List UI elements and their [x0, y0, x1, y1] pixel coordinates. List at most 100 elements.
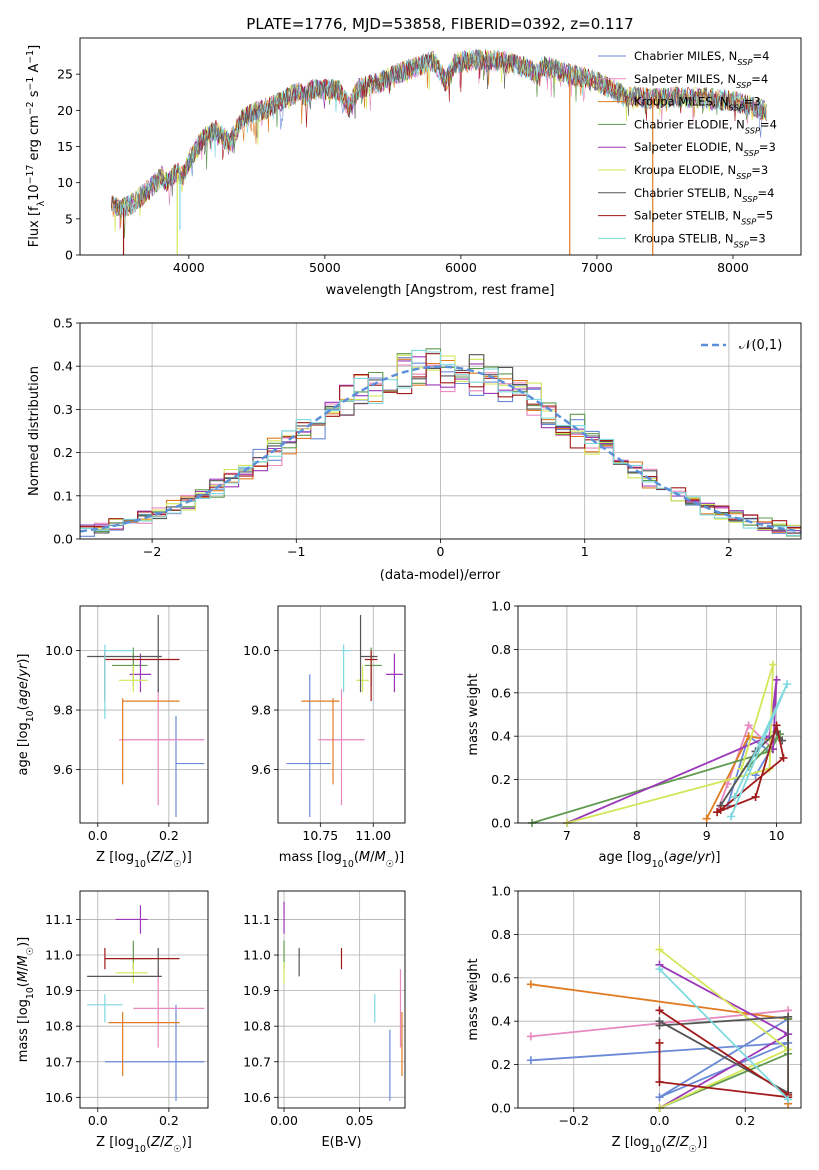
x-axis-label-part: age: [669, 850, 693, 865]
x-tick-label: 2: [725, 544, 733, 559]
x-axis-label-part: E(B-V): [321, 1135, 361, 1150]
weight-marker: [783, 680, 792, 689]
x-tick-label: 11.00: [355, 828, 391, 843]
weight-marker: [769, 660, 778, 669]
weight-marker: [751, 792, 760, 801]
legend-label-part: SSP: [742, 194, 757, 204]
x-axis-label-part: 10: [650, 1144, 662, 1155]
weight-marker: [655, 965, 664, 974]
x-tick-label: 0.2: [159, 1113, 179, 1128]
spectrum-line: [111, 49, 767, 233]
plot-mass-vs-metallicity: 0.0 0.210.610.710.810.911.011.1Z [log10(Z…: [16, 890, 209, 1155]
y-axis-label-part: 10: [27, 184, 42, 201]
y-tick-label: 10.6: [45, 1090, 73, 1105]
y-axis-label: mass weight: [466, 673, 481, 755]
legend-label-part: Chabrier MILES, N: [634, 49, 737, 63]
x-axis-label-part: M: [375, 850, 386, 865]
y-tick-label: 20: [57, 103, 73, 118]
weight-marker: [655, 1093, 664, 1102]
x-axis-label: E(B-V): [321, 1135, 361, 1150]
x-axis-label-part: yr: [696, 850, 712, 865]
x-axis-label-part: )]: [182, 1135, 192, 1150]
y-tick-label: 15: [57, 139, 73, 154]
weight-marker: [744, 721, 753, 730]
x-tick-label: 0.0: [88, 1113, 108, 1128]
y-tick-label: 0.0: [491, 816, 511, 831]
weight-marker: [784, 1095, 793, 1104]
x-axis-label-part: mass [log: [279, 850, 342, 865]
axes-frame: [79, 322, 802, 540]
legend-label-part: =4: [752, 49, 769, 63]
x-axis-label-part: Z: [679, 1135, 690, 1150]
legend-label-part: SSP: [745, 125, 760, 135]
legend-label-part: SSP: [736, 171, 751, 181]
weight-marker: [730, 792, 739, 801]
y-tick-label: 25: [57, 67, 73, 82]
y-axis-label-part: M: [16, 971, 31, 982]
x-tick-label: 0: [437, 544, 445, 559]
y-axis-label: Normed distribution: [27, 366, 42, 496]
weight-marker: [526, 1056, 535, 1065]
weight-marker: [655, 1038, 664, 1047]
x-tick-label: 0.2: [159, 828, 179, 843]
legend-label: 𝒩(0,1): [739, 338, 782, 353]
y-axis-label-part: ]: [27, 45, 42, 50]
legend-label-part: SSP: [744, 148, 759, 158]
weight-marker: [727, 812, 736, 821]
y-axis-label-part: 10: [25, 987, 36, 999]
x-axis-label-part: /: [675, 1135, 680, 1150]
legend-label-part: Kroupa ELODIE, N: [634, 163, 736, 177]
x-axis-label-part: Z: [150, 850, 161, 865]
legend-label-part: Chabrier ELODIE, N: [634, 117, 745, 131]
legend-label: Kroupa STELIB, NSSP=3: [634, 231, 766, 249]
x-tick-label: 9: [703, 828, 711, 843]
x-tick-label: 0.0: [88, 828, 108, 843]
y-tick-label: 11.0: [45, 948, 73, 963]
y-axis-label-part: Flux [f: [27, 206, 42, 247]
x-axis-label-part: Z: [666, 1135, 677, 1150]
y-tick-label: 0.4: [491, 1014, 511, 1029]
y-tick-label: 11.0: [243, 948, 271, 963]
y-axis-label-part: )]: [16, 653, 31, 663]
y-axis-label-part: ☉: [25, 947, 36, 955]
weight-marker: [526, 980, 535, 989]
x-axis-label-part: M: [359, 850, 370, 865]
y-tick-label: 0.1: [53, 488, 73, 503]
spectrum-line: [111, 50, 767, 219]
axes-frame: [517, 605, 802, 824]
y-axis-label-part: (: [16, 705, 31, 710]
y-axis-label-part: s: [27, 90, 42, 101]
legend-label-part: =4: [760, 117, 777, 131]
y-axis-label-part: A: [27, 64, 42, 77]
legend-label-part: SSP: [741, 217, 756, 227]
x-tick-label: 8000: [717, 260, 749, 275]
y-tick-label: 10.9: [243, 983, 271, 998]
x-axis-label-part: 10: [134, 859, 146, 870]
legend-label-part: SSP: [734, 239, 749, 249]
x-axis-label-part: Z: [163, 1135, 174, 1150]
legend-label-part: =4: [757, 186, 774, 200]
figure-title: PLATE=1776, MJD=53858, FIBERID=0392, z=0…: [246, 15, 633, 33]
y-axis-label-part: age [log: [16, 722, 31, 775]
x-tick-label: 10: [769, 828, 785, 843]
x-tick-label: −0.2: [559, 1113, 589, 1128]
y-axis-label-part: λ: [36, 200, 47, 206]
y-axis-label-part: M: [16, 955, 31, 966]
axes-frame: [79, 890, 209, 1109]
y-tick-label: 10.7: [243, 1054, 271, 1069]
legend-label-part: SSP: [729, 103, 744, 113]
weight-marker: [772, 675, 781, 684]
y-tick-label: 0.8: [491, 642, 511, 657]
x-tick-label: 7: [563, 828, 571, 843]
weight-line: [716, 723, 774, 813]
y-axis-label-part: erg cm: [27, 115, 42, 164]
x-axis-label-part: 10: [342, 859, 354, 870]
legend-label: Chabrier MILES, NSSP=4: [634, 49, 769, 67]
weight-marker: [702, 814, 711, 823]
x-axis-label-part: Z [log: [612, 1135, 650, 1150]
y-tick-label: 0.8: [491, 927, 511, 942]
x-axis-label-part: Z [log: [96, 1135, 134, 1150]
